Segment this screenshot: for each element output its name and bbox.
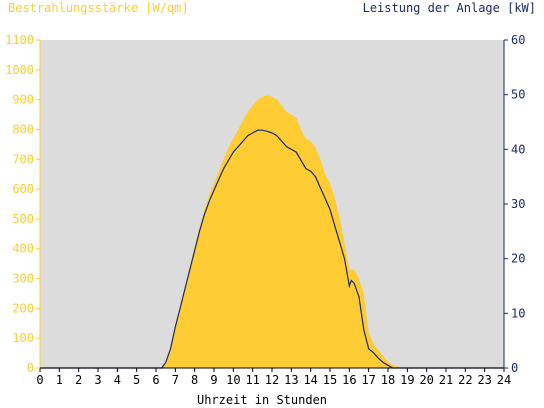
x-tick-label: 19: [400, 373, 414, 387]
y-left-tick-label: 600: [12, 182, 34, 196]
x-tick-label: 1: [56, 373, 63, 387]
x-tick-label: 5: [133, 373, 140, 387]
x-tick-label: 10: [226, 373, 240, 387]
y-left-tick-label: 300: [12, 272, 34, 286]
x-tick-label: 4: [114, 373, 121, 387]
irradiance-area: [40, 95, 504, 368]
x-tick-label: 24: [497, 373, 511, 387]
x-tick-label: 0: [36, 373, 43, 387]
x-tick-label: 6: [152, 373, 159, 387]
x-tick-label: 2: [75, 373, 82, 387]
y-left-tick-label: 1100: [5, 33, 34, 47]
tick-labels: 0 1 2 3 4 5 6 7 8 9 10 11 12 13 14 15 16 17 18 19 20 21 22 23 24…: [5, 33, 525, 387]
y-right-tick-label: 40: [511, 142, 525, 156]
x-tick-label: 22: [458, 373, 472, 387]
axes: [36, 39, 508, 372]
x-tick-label: 17: [361, 373, 375, 387]
y-left-tick-label: 900: [12, 93, 34, 107]
y-left-tick-label: 500: [12, 212, 34, 226]
power-line: [40, 129, 504, 369]
y-left-tick-label: 200: [12, 301, 34, 315]
y-right-tick-label: 60: [511, 33, 525, 47]
y-right-tick-label: 20: [511, 252, 525, 266]
x-tick-label: 7: [172, 373, 179, 387]
x-tick-label: 16: [342, 373, 356, 387]
x-tick-label: 11: [245, 373, 259, 387]
y-right-tick-label: 0: [511, 361, 518, 375]
x-tick-label: 21: [439, 373, 453, 387]
x-tick-label: 8: [191, 373, 198, 387]
x-tick-label: 9: [210, 373, 217, 387]
x-tick-label: 3: [94, 373, 101, 387]
left-axis-title: Bestrahlungsstärke [W/qm]: [8, 1, 189, 15]
y-left-tick-label: 1000: [5, 63, 34, 77]
x-tick-label: 20: [419, 373, 433, 387]
x-tick-label: 18: [381, 373, 395, 387]
y-left-tick-label: 0: [27, 361, 34, 375]
y-left-tick-label: 700: [12, 152, 34, 166]
x-tick-label: 15: [323, 373, 337, 387]
x-tick-label: 14: [303, 373, 317, 387]
x-axis-title: Uhrzeit in Stunden: [197, 393, 327, 407]
series-layer: [40, 95, 504, 369]
y-left-tick-label: 100: [12, 331, 34, 345]
y-right-tick-label: 50: [511, 88, 525, 102]
y-right-tick-label: 30: [511, 197, 525, 211]
x-tick-label: 13: [284, 373, 298, 387]
y-right-tick-label: 10: [511, 306, 525, 320]
y-left-tick-label: 400: [12, 242, 34, 256]
y-left-tick-label: 800: [12, 122, 34, 136]
x-tick-label: 12: [265, 373, 279, 387]
x-tick-label: 23: [477, 373, 491, 387]
right-axis-title: Leistung der Anlage [kW]: [363, 1, 536, 15]
